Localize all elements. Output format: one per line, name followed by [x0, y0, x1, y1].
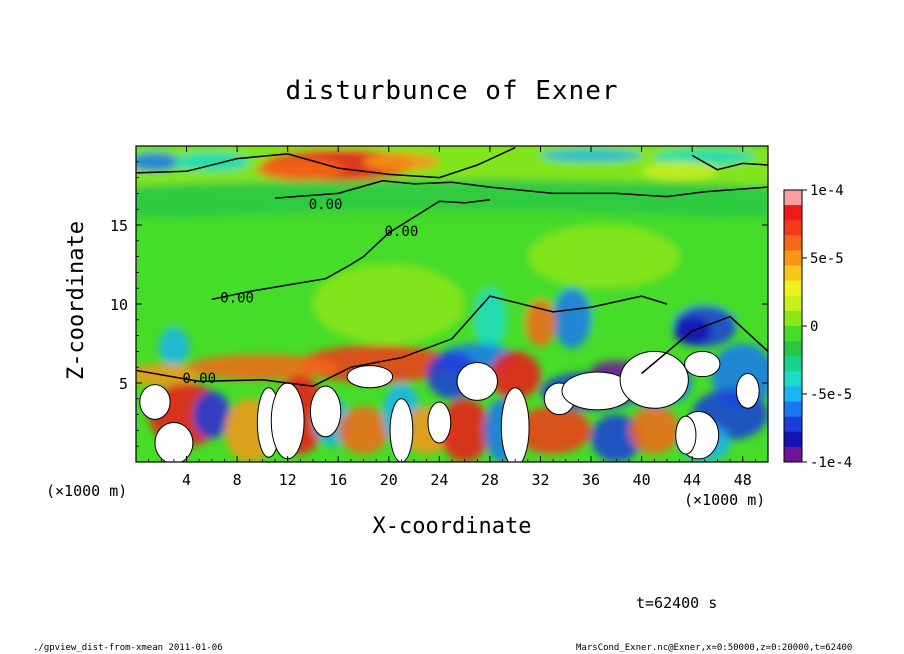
field-blob-21 [136, 364, 200, 387]
colorbar-tick-label-1: 5e-5 [810, 251, 844, 267]
field-blob-4 [363, 152, 440, 172]
field-blob-9 [641, 161, 718, 181]
field-blob-1 [136, 179, 768, 224]
contour-label-0: 0.00 [309, 197, 343, 213]
colorbar-swatch-11 [784, 356, 802, 372]
field-blob-35 [338, 406, 389, 455]
y-tick-label-1: 10 [110, 296, 128, 314]
y-axis: 5 10 15 [110, 161, 768, 447]
x-tick-label-10: 44 [683, 471, 701, 489]
contour-labels: 0.00 0.00 0.00 0.00 [182, 197, 418, 387]
colorbar-tick-label-2: 0 [810, 319, 818, 335]
time-label: t=62400 s [636, 594, 718, 612]
x-tick-label-8: 36 [582, 471, 600, 489]
field-blob-7 [540, 149, 642, 162]
y-unit-label: (×1000 m) [46, 482, 128, 500]
footer-left: ./gpview_dist-from-xmean 2011-01-06 [33, 643, 223, 653]
saturated-region-3 [270, 382, 305, 460]
x-tick-label-3: 16 [329, 471, 347, 489]
field-blob-3 [256, 158, 345, 181]
colorbar-tick-label-0: 1e-4 [810, 183, 844, 199]
colorbar-tick-label-4: -1e-4 [810, 455, 852, 471]
plot-area [136, 146, 768, 462]
x-tick-label-1: 8 [233, 471, 242, 489]
colorbar-swatch-15 [784, 416, 802, 433]
colorbar: 1e-4 5e-5 0 -5e-5 -1e-4 [783, 183, 852, 471]
x-unit-label: (×1000 m) [684, 491, 766, 509]
field-blob-6 [173, 152, 250, 172]
colorbar-swatch-6 [784, 280, 802, 297]
colorbar-swatch-3 [784, 235, 802, 251]
contour-right [641, 315, 768, 375]
saturated-region-8 [456, 361, 499, 401]
contour-lines [136, 146, 768, 387]
field-blob-12 [527, 225, 680, 289]
contour-lower [136, 295, 668, 387]
colorbar-swatch-17 [784, 446, 802, 463]
x-tick-label-5: 24 [430, 471, 448, 489]
colorbar-tick-label-3: -5e-5 [810, 387, 852, 403]
contour-upper [274, 180, 768, 199]
colorbar-swatch-7 [784, 295, 802, 312]
x-axis-label: X-coordinate [372, 514, 532, 539]
x-tick-label-11: 48 [734, 471, 752, 489]
colorbar-swatch-0 [784, 190, 802, 206]
field-blob-41 [591, 414, 642, 462]
x-tick-label-2: 12 [279, 471, 297, 489]
saturated-region-4 [309, 385, 342, 438]
colorbar-swatch-5 [784, 265, 802, 282]
field-blob-38 [439, 398, 490, 462]
field-blob-5 [136, 152, 181, 172]
saturated-region-14 [735, 373, 760, 409]
contour-label-1: 0.00 [385, 224, 419, 240]
saturated-regions [139, 350, 760, 462]
colorbar-swatch-14 [784, 401, 802, 418]
x-tick-label-7: 32 [531, 471, 549, 489]
colorbar-swatch-12 [784, 371, 802, 387]
y-axis-label: Z-coordinate [64, 221, 89, 380]
contour-topright [691, 154, 768, 171]
saturated-region-7 [427, 401, 452, 444]
saturated-region-6 [389, 398, 414, 462]
colorbar-swatch-9 [784, 326, 802, 342]
field-blob-8 [654, 149, 756, 165]
saturated-region-0 [139, 384, 171, 420]
colorbar-swatch-4 [784, 250, 802, 267]
field-blob-16 [474, 288, 506, 352]
saturated-region-9 [500, 387, 530, 462]
contour-label-3: 0.00 [182, 371, 216, 387]
x-tick-label-9: 40 [633, 471, 651, 489]
saturated-region-16 [675, 415, 697, 455]
x-axis: 4 8 12 16 20 24 28 32 36 40 44 48 [148, 146, 756, 489]
x-tick-label-4: 20 [380, 471, 398, 489]
y-tick-label-2: 15 [110, 217, 128, 235]
chart-title: disturbunce of Exner [285, 76, 619, 106]
colorbar-swatch-8 [784, 310, 802, 327]
field-blob-40 [515, 406, 592, 455]
x-tick-label-0: 4 [182, 471, 191, 489]
y-tick-label-0: 5 [119, 375, 128, 393]
colorbar-swatch-16 [784, 431, 802, 448]
colorbar-swatch-1 [784, 205, 802, 221]
field-blob-13 [158, 327, 190, 366]
contour-label-2: 0.00 [220, 290, 254, 306]
field-blob-20 [186, 354, 339, 380]
field-blob-14 [553, 288, 592, 349]
colorbar-swatch-10 [784, 341, 802, 357]
footer-right: MarsCond_Exner.nc@Exner,x=0:50000,z=0:20… [576, 643, 853, 653]
colorbar-swatch-13 [784, 386, 802, 403]
field-blob-42 [628, 406, 680, 455]
colorbar-swatch-2 [784, 220, 802, 236]
field-blob-31 [192, 390, 231, 439]
field-blob-11 [312, 264, 465, 344]
saturated-region-1 [154, 422, 194, 462]
saturated-region-13 [684, 350, 721, 378]
contour-mid [211, 198, 490, 301]
field-blob-24 [489, 351, 541, 399]
saturated-region-5 [346, 365, 394, 389]
saturated-region-12 [619, 350, 689, 409]
x-tick-label-6: 28 [481, 471, 499, 489]
contour-top [136, 146, 516, 179]
